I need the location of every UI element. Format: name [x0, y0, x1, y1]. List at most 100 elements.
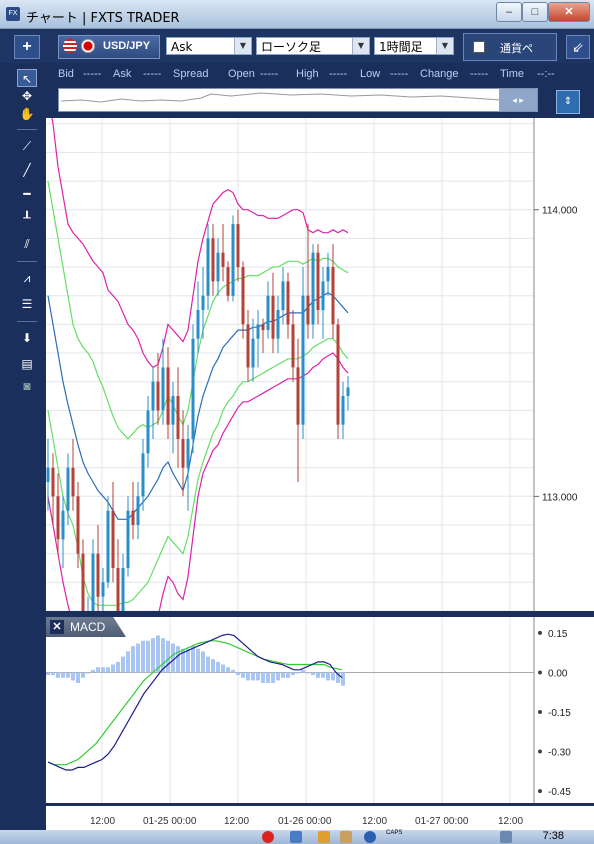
macd-histogram-bar: [241, 672, 245, 678]
y-tick-mark: [538, 789, 542, 794]
candle-body: [301, 295, 305, 425]
record-icon[interactable]: [262, 831, 274, 843]
quote-bid-value: -----: [83, 68, 102, 80]
macd-histogram-bar: [306, 672, 310, 674]
candle-body: [161, 367, 165, 411]
macd-histogram-bar: [256, 672, 260, 681]
candle-body: [151, 381, 155, 411]
scroller-thumb[interactable]: ◂ ▸: [499, 89, 537, 111]
candle-body: [311, 252, 315, 325]
mail-icon[interactable]: [318, 831, 330, 843]
macd-histogram-bar: [186, 648, 190, 673]
macd-histogram-bar: [331, 672, 335, 681]
fibonacci-icon[interactable]: ☰: [21, 297, 33, 311]
macd-histogram-bar: [281, 672, 285, 678]
volume-icon[interactable]: [500, 831, 512, 843]
price-chart[interactable]: 114.000 113.000: [46, 94, 594, 707]
cursor-icon[interactable]: ↖: [17, 69, 37, 87]
horizontal-line-icon[interactable]: ━: [23, 187, 31, 201]
candle-body: [101, 582, 105, 597]
candle-body: [126, 510, 130, 568]
macd-histogram-bar: [276, 672, 280, 681]
macd-histogram-bar: [51, 672, 55, 676]
timeframe-select[interactable]: 1時間足 ▼: [374, 37, 454, 55]
macd-histogram-bar: [76, 672, 80, 683]
macd-histogram-bar: [61, 672, 65, 678]
candle-body: [206, 238, 210, 296]
macd-histogram-bar: [181, 648, 185, 673]
parallel-lines-icon[interactable]: ⫽: [24, 237, 30, 251]
candle-body: [231, 224, 235, 296]
macd-histogram-bar: [106, 667, 110, 673]
fan-icon[interactable]: ⩘: [23, 271, 31, 285]
candle-body: [291, 324, 295, 368]
time-axis: 12:00 01-25 00:00 12:00 01-26 00:00 12:0…: [46, 803, 594, 830]
close-indicator-icon[interactable]: ✕: [50, 620, 64, 634]
quote-time-label: Time: [500, 68, 525, 80]
close-icon[interactable]: ✕: [548, 2, 590, 22]
quote-open-label: Open: [228, 68, 255, 80]
add-chart-button[interactable]: +: [14, 35, 40, 59]
macd-histogram-bar: [336, 672, 340, 683]
trendline-tool-icon[interactable]: ⟋: [22, 139, 32, 153]
candle-body: [276, 310, 280, 339]
maximize-icon[interactable]: □: [522, 2, 548, 22]
currency-pair-label: 通貨ペ: [500, 43, 533, 55]
folder-icon[interactable]: [340, 831, 352, 843]
hand-icon[interactable]: ✋: [19, 107, 35, 121]
pane-divider[interactable]: [46, 611, 594, 617]
download-icon[interactable]: ⬇: [21, 331, 33, 345]
macd-histogram-bar: [136, 643, 140, 673]
network-icon[interactable]: [290, 831, 302, 843]
candle-body: [166, 367, 170, 425]
candle-body: [111, 510, 115, 568]
macd-histogram-bar: [126, 651, 130, 673]
os-taskbar: CAPS 7:38: [0, 830, 594, 844]
quote-change-value: -----: [470, 68, 489, 80]
macd-histogram-bar: [201, 651, 205, 673]
line-icon[interactable]: ╱: [23, 163, 31, 177]
macd-histogram-bar: [316, 672, 320, 678]
time-tick: 01-26 00:00: [278, 816, 332, 827]
macd-histogram-bar: [211, 659, 215, 673]
symbol-button[interactable]: USD/JPY: [58, 35, 160, 59]
timeframe-value: 1時間足: [379, 40, 423, 54]
help-icon[interactable]: [364, 831, 376, 843]
candle-body: [61, 510, 65, 540]
time-tick: 12:00: [90, 816, 116, 827]
chevron-down-icon: ▼: [352, 38, 369, 54]
currency-pair-tab[interactable]: 通貨ペ: [463, 33, 557, 61]
candle-body: [241, 267, 245, 325]
macd-histogram-bar: [121, 656, 125, 673]
camera-icon[interactable]: ◙: [23, 379, 31, 393]
macd-histogram-bar: [206, 656, 210, 673]
overview-scroller[interactable]: ◂ ▸: [58, 88, 538, 112]
candle-body: [286, 281, 290, 325]
chart-type-select[interactable]: ローソク足 ▼: [256, 37, 370, 55]
bollinger-middle-line: [47, 292, 349, 520]
macd-histogram-bar: [171, 643, 175, 673]
macd-panel[interactable]: 0.15 0.00 -0.15 -0.30 -0.45 ✕ MACD: [46, 617, 594, 803]
crosshair-icon[interactable]: ✥: [21, 89, 33, 103]
time-tick: 12:00: [362, 816, 388, 827]
overview-toggle-icon[interactable]: ⇕: [556, 90, 580, 114]
candle-body: [251, 338, 255, 368]
macd-histogram-bar: [321, 672, 325, 678]
vertical-line-icon[interactable]: ┸: [23, 211, 31, 225]
signal-line: [47, 640, 343, 766]
macd-histogram-bar: [221, 664, 225, 673]
candle-body: [321, 281, 325, 311]
tool-divider: [17, 261, 37, 262]
detach-arrow-icon[interactable]: ⇙: [566, 35, 590, 59]
quote-ask-label: Ask: [113, 68, 132, 80]
list-icon[interactable]: ▤: [21, 357, 33, 371]
quote-bid-label: Bid: [58, 68, 74, 80]
price-type-select[interactable]: Ask ▼: [166, 37, 252, 55]
y-tick-label: 0.15: [548, 629, 568, 640]
candle-body: [196, 310, 200, 339]
currency-pair-checkbox[interactable]: [473, 41, 485, 53]
minimize-icon[interactable]: –: [496, 2, 522, 22]
macd-histogram-bar: [151, 638, 155, 673]
candle-body: [186, 439, 190, 468]
candle-body: [211, 238, 215, 282]
